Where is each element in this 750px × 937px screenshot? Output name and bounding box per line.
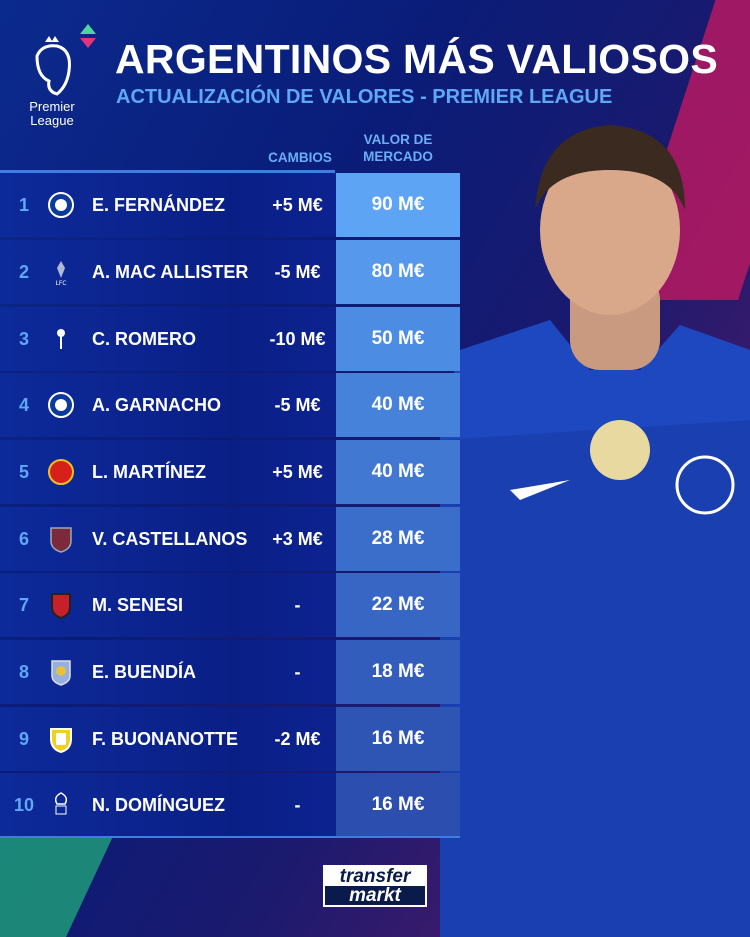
value-change: -5 M€ bbox=[274, 394, 321, 415]
player-name: M. SENESI bbox=[92, 594, 184, 615]
tottenham-crest-icon bbox=[47, 325, 75, 353]
rank: 6 bbox=[18, 528, 29, 549]
chelsea-crest-icon bbox=[47, 191, 75, 219]
rank: 3 bbox=[18, 328, 29, 349]
svg-text:LFC: LFC bbox=[56, 280, 67, 286]
market-value: 16 M€ bbox=[336, 707, 460, 771]
row-background bbox=[0, 773, 336, 837]
value-change: -10 M€ bbox=[269, 328, 326, 349]
divider bbox=[0, 170, 335, 173]
table-row: 1 E. FERNÁNDEZ +5 M€ 90 M€ bbox=[0, 173, 460, 237]
player-name: N. DOMÍNGUEZ bbox=[92, 794, 225, 815]
player-name: A. MAC ALLISTER bbox=[92, 261, 249, 282]
man-united-crest-icon bbox=[47, 458, 75, 486]
value-change: +5 M€ bbox=[272, 194, 323, 215]
logo-text-1: Premier bbox=[29, 99, 75, 114]
aston-villa-crest-icon bbox=[47, 658, 75, 686]
player-name: F. BUONANOTTE bbox=[92, 728, 238, 749]
premier-league-logo: Premier League bbox=[22, 36, 82, 128]
table-row: 3 C. ROMERO -10 M€ 50 M€ bbox=[0, 307, 460, 371]
leeds-crest-icon bbox=[47, 725, 75, 753]
value-change: - bbox=[294, 594, 301, 615]
bournemouth-crest-icon bbox=[47, 591, 75, 619]
value-change: - bbox=[294, 794, 301, 815]
rank: 7 bbox=[18, 594, 29, 615]
table-row: 4 A. GARNACHO -5 M€ 40 M€ bbox=[0, 373, 460, 437]
market-value: 22 M€ bbox=[336, 573, 460, 637]
player-name: V. CASTELLANOS bbox=[92, 528, 248, 549]
value-change: -2 M€ bbox=[274, 728, 321, 749]
table-row: 10 N. DOMÍNGUEZ - 16 M€ bbox=[0, 773, 460, 837]
player-name: L. MARTÍNEZ bbox=[92, 461, 206, 482]
column-header-value-line2: MERCADO bbox=[363, 149, 433, 164]
divider bbox=[0, 836, 460, 838]
rank: 10 bbox=[13, 794, 35, 815]
market-value: 16 M€ bbox=[336, 773, 460, 837]
market-value: 40 M€ bbox=[336, 440, 460, 504]
rank: 2 bbox=[18, 261, 29, 282]
player-name: E. FERNÁNDEZ bbox=[92, 194, 226, 215]
value-change: +3 M€ bbox=[272, 528, 323, 549]
page-title: ARGENTINOS MÁS VALIOSOS bbox=[115, 36, 718, 82]
brand-line-1: transfer bbox=[339, 866, 411, 887]
up-down-arrows-icon bbox=[80, 24, 98, 48]
page-subtitle: ACTUALIZACIÓN DE VALORES - PREMIER LEAGU… bbox=[116, 86, 613, 108]
lion-icon bbox=[35, 36, 71, 96]
table-row: 6 V. CASTELLANOS +3 M€ 28 M€ bbox=[0, 507, 460, 571]
column-header-changes: CAMBIOS bbox=[268, 150, 332, 165]
row-background bbox=[0, 240, 336, 304]
column-header-value: VALOR DE MERCADO bbox=[336, 131, 460, 165]
market-value: 50 M€ bbox=[336, 307, 460, 371]
rank: 1 bbox=[18, 194, 29, 215]
market-value: 28 M€ bbox=[336, 507, 460, 571]
table-row: 8 E. BUENDÍA - 18 M€ bbox=[0, 640, 460, 704]
player-name: A. GARNACHO bbox=[92, 394, 221, 415]
west-ham-crest-icon bbox=[47, 525, 75, 553]
rank: 5 bbox=[18, 461, 29, 482]
value-change: - bbox=[294, 661, 301, 682]
market-value: 18 M€ bbox=[336, 640, 460, 704]
player-photo bbox=[440, 125, 750, 937]
transfermarkt-logo: transfer markt bbox=[323, 865, 427, 907]
row-background bbox=[0, 307, 336, 371]
table-row: 5 L. MARTÍNEZ +5 M€ 40 M€ bbox=[0, 440, 460, 504]
player-name: E. BUENDÍA bbox=[92, 661, 197, 682]
rank: 4 bbox=[18, 394, 29, 415]
table-row: 7 M. SENESI - 22 M€ bbox=[0, 573, 460, 637]
logo-text-2: League bbox=[30, 113, 74, 128]
rank: 8 bbox=[18, 661, 29, 682]
column-header-value-line1: VALOR DE bbox=[363, 132, 433, 147]
value-change: +5 M€ bbox=[272, 461, 323, 482]
player-name: C. ROMERO bbox=[92, 328, 197, 349]
value-change: -5 M€ bbox=[274, 261, 321, 282]
rank: 9 bbox=[18, 728, 29, 749]
market-value: 40 M€ bbox=[336, 373, 460, 437]
chelsea-crest-icon bbox=[47, 391, 75, 419]
liverpool-crest-icon: LFC bbox=[47, 258, 75, 286]
nottingham-forest-crest-icon bbox=[47, 791, 75, 819]
table-row: 2 LFC A. MAC ALLISTER -5 M€ 80 M€ bbox=[0, 240, 460, 304]
market-value: 80 M€ bbox=[336, 240, 460, 304]
brand-line-2: markt bbox=[325, 886, 425, 905]
market-value: 90 M€ bbox=[336, 173, 460, 237]
table-row: 9 F. BUONANOTTE -2 M€ 16 M€ bbox=[0, 707, 460, 771]
decorative-stripe bbox=[0, 837, 113, 937]
